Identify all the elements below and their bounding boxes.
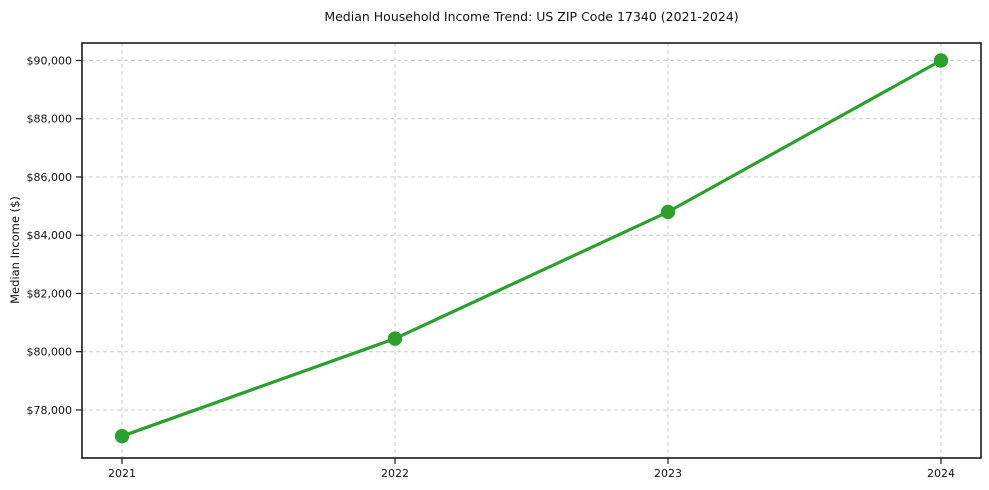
x-tick-label: 2023: [654, 467, 682, 480]
y-axis-label: Median Income ($): [8, 196, 22, 304]
x-tick-label: 2022: [381, 467, 409, 480]
trend-line: [120, 58, 943, 438]
data-point: [660, 204, 676, 220]
chart-title: Median Household Income Trend: US ZIP Co…: [324, 9, 739, 24]
data-point: [933, 53, 949, 68]
plot-border: [81, 42, 982, 459]
y-tick-label: $82,000: [27, 287, 73, 300]
y-tick-label: $84,000: [27, 229, 73, 242]
y-tick-label: $86,000: [27, 171, 73, 184]
x-tick-label: 2021: [108, 467, 136, 480]
data-point: [387, 331, 403, 346]
y-tick-label: $90,000: [27, 54, 73, 67]
data-point: [114, 428, 130, 444]
y-tick-label: $78,000: [27, 404, 73, 417]
x-tick-label: 2024: [927, 467, 955, 480]
y-tick-label: $80,000: [27, 346, 73, 359]
y-tick-label: $88,000: [27, 113, 73, 126]
